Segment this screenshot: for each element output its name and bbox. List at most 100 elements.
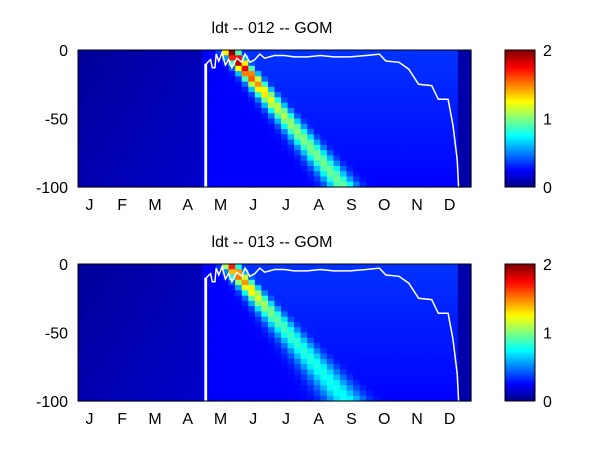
heatmap-cell <box>294 81 302 88</box>
heatmap-cell <box>228 181 236 188</box>
heatmap-cell <box>136 160 145 167</box>
heatmap-cell <box>405 102 413 109</box>
heatmap-cell <box>464 171 472 178</box>
heatmap-cell <box>366 374 374 381</box>
heatmap-cell <box>104 160 112 167</box>
heatmap-cell <box>326 348 335 355</box>
heatmap-cell <box>418 274 426 281</box>
heatmap-cell <box>294 358 302 365</box>
heatmap-cell <box>431 321 439 328</box>
heatmap-cell <box>392 364 400 370</box>
heatmap-cell <box>431 353 439 360</box>
heatmap-cell <box>182 181 190 188</box>
heatmap-cell <box>366 139 374 146</box>
heatmap-cell <box>320 353 328 360</box>
heatmap-cell <box>189 390 197 397</box>
heatmap-cell <box>123 176 131 183</box>
heatmap-cell <box>241 113 249 120</box>
heatmap-cell <box>248 348 256 355</box>
heatmap-cell <box>431 332 439 339</box>
heatmap-cell <box>176 65 184 72</box>
heatmap-cell <box>169 107 177 114</box>
heatmap-cell <box>163 139 171 146</box>
heatmap-cell <box>123 155 131 162</box>
heatmap-cell <box>241 264 249 270</box>
heatmap-cell <box>438 150 446 156</box>
heatmap-cell <box>385 364 393 370</box>
heatmap-cell <box>366 364 374 370</box>
heatmap-cell <box>340 76 348 83</box>
heatmap-cell <box>294 306 302 313</box>
colorbar-step <box>505 392 535 396</box>
heatmap-cell <box>425 55 433 62</box>
heatmap-cell <box>104 176 112 183</box>
heatmap-cell <box>340 374 348 381</box>
heatmap-cell <box>209 379 217 386</box>
heatmap-cell <box>97 65 105 72</box>
heatmap-cell <box>84 385 92 392</box>
heatmap-cell <box>313 300 321 307</box>
heatmap-cell <box>104 113 112 120</box>
heatmap-cell <box>97 300 105 307</box>
heatmap-cell <box>281 264 289 270</box>
heatmap-cell <box>353 364 361 370</box>
panel-2-x-tick-label: J <box>249 411 257 428</box>
heatmap-cell <box>281 364 289 370</box>
heatmap-cell <box>104 321 112 328</box>
panel-2-x-tick-label: A <box>182 411 193 428</box>
heatmap-cell <box>444 144 452 151</box>
heatmap-cell <box>228 358 236 365</box>
heatmap-cell <box>176 60 184 67</box>
heatmap-cell <box>235 321 243 328</box>
heatmap-cell <box>457 139 466 146</box>
heatmap-cell <box>91 395 99 402</box>
heatmap-cell <box>169 332 177 339</box>
heatmap-cell <box>267 274 276 281</box>
heatmap-cell <box>340 165 348 172</box>
heatmap-cell <box>385 181 393 188</box>
heatmap-cell <box>425 274 433 281</box>
heatmap-cell <box>150 144 158 151</box>
heatmap-cell <box>261 171 269 178</box>
heatmap-cell <box>340 171 348 178</box>
heatmap-cell <box>169 274 177 281</box>
heatmap-cell <box>195 181 204 188</box>
heatmap-cell <box>84 71 92 77</box>
heatmap-cell <box>359 118 367 125</box>
heatmap-cell <box>418 65 426 72</box>
heatmap-cell <box>215 290 223 297</box>
colorbar-step <box>505 101 535 105</box>
heatmap-cell <box>163 316 171 323</box>
heatmap-cell <box>169 165 177 172</box>
colorbar-step <box>505 50 535 53</box>
heatmap-cell <box>333 332 341 339</box>
colorbar-step <box>505 330 535 333</box>
heatmap-cell <box>392 274 400 281</box>
heatmap-cell <box>313 311 321 318</box>
heatmap-cell <box>451 358 459 365</box>
heatmap-cell <box>464 358 472 365</box>
panel-2-x-tick-label: O <box>378 411 390 428</box>
heatmap-cell <box>274 102 282 109</box>
heatmap-cell <box>84 81 92 88</box>
heatmap-cell <box>444 300 452 307</box>
heatmap-cell <box>385 358 393 365</box>
heatmap-cell <box>294 321 302 328</box>
heatmap-cell <box>110 181 118 188</box>
heatmap-cell <box>438 55 446 62</box>
heatmap-cell <box>163 364 171 370</box>
heatmap-cell <box>431 385 439 392</box>
heatmap-cell <box>464 369 472 376</box>
heatmap-cell <box>294 118 302 125</box>
heatmap-cell <box>412 160 420 167</box>
heatmap-cell <box>84 92 92 99</box>
heatmap-cell <box>241 160 249 167</box>
heatmap-cell <box>438 279 446 286</box>
heatmap-cell <box>150 353 158 360</box>
heatmap-cell <box>320 102 328 109</box>
heatmap-cell <box>287 343 295 349</box>
colorbar-step <box>505 386 535 389</box>
heatmap-cell <box>215 285 223 291</box>
heatmap-cell <box>235 332 243 339</box>
heatmap-cell <box>457 50 466 56</box>
